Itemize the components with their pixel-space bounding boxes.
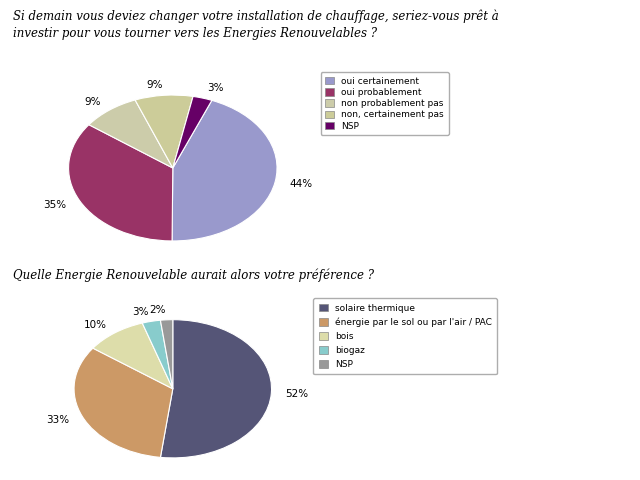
- Legend: oui certainement, oui probablement, non probablement pas, non, certainement pas,: oui certainement, oui probablement, non …: [321, 72, 449, 135]
- Wedge shape: [93, 323, 173, 389]
- Wedge shape: [68, 125, 173, 241]
- Text: 44%: 44%: [289, 179, 312, 189]
- Wedge shape: [89, 100, 173, 168]
- Wedge shape: [172, 100, 277, 241]
- Wedge shape: [161, 320, 271, 458]
- Text: 33%: 33%: [46, 415, 70, 425]
- Text: Si demain vous deviez changer votre installation de chauffage, seriez-vous prêt : Si demain vous deviez changer votre inst…: [13, 10, 499, 40]
- Text: 10%: 10%: [84, 320, 107, 330]
- Text: 9%: 9%: [84, 97, 100, 107]
- Wedge shape: [135, 95, 193, 168]
- Text: 9%: 9%: [146, 80, 163, 90]
- Wedge shape: [173, 96, 212, 168]
- Wedge shape: [161, 320, 173, 389]
- Text: 52%: 52%: [285, 389, 308, 399]
- Text: Quelle Energie Renouvelable aurait alors votre préférence ?: Quelle Energie Renouvelable aurait alors…: [13, 269, 374, 282]
- Wedge shape: [142, 320, 173, 389]
- Wedge shape: [74, 348, 173, 457]
- Text: 2%: 2%: [149, 305, 166, 315]
- Legend: solaire thermique, énergie par le sol ou par l'air / PAC, bois, biogaz, NSP: solaire thermique, énergie par le sol ou…: [313, 298, 497, 374]
- Text: 35%: 35%: [44, 200, 67, 210]
- Text: 3%: 3%: [132, 307, 148, 317]
- Text: 3%: 3%: [207, 84, 223, 93]
